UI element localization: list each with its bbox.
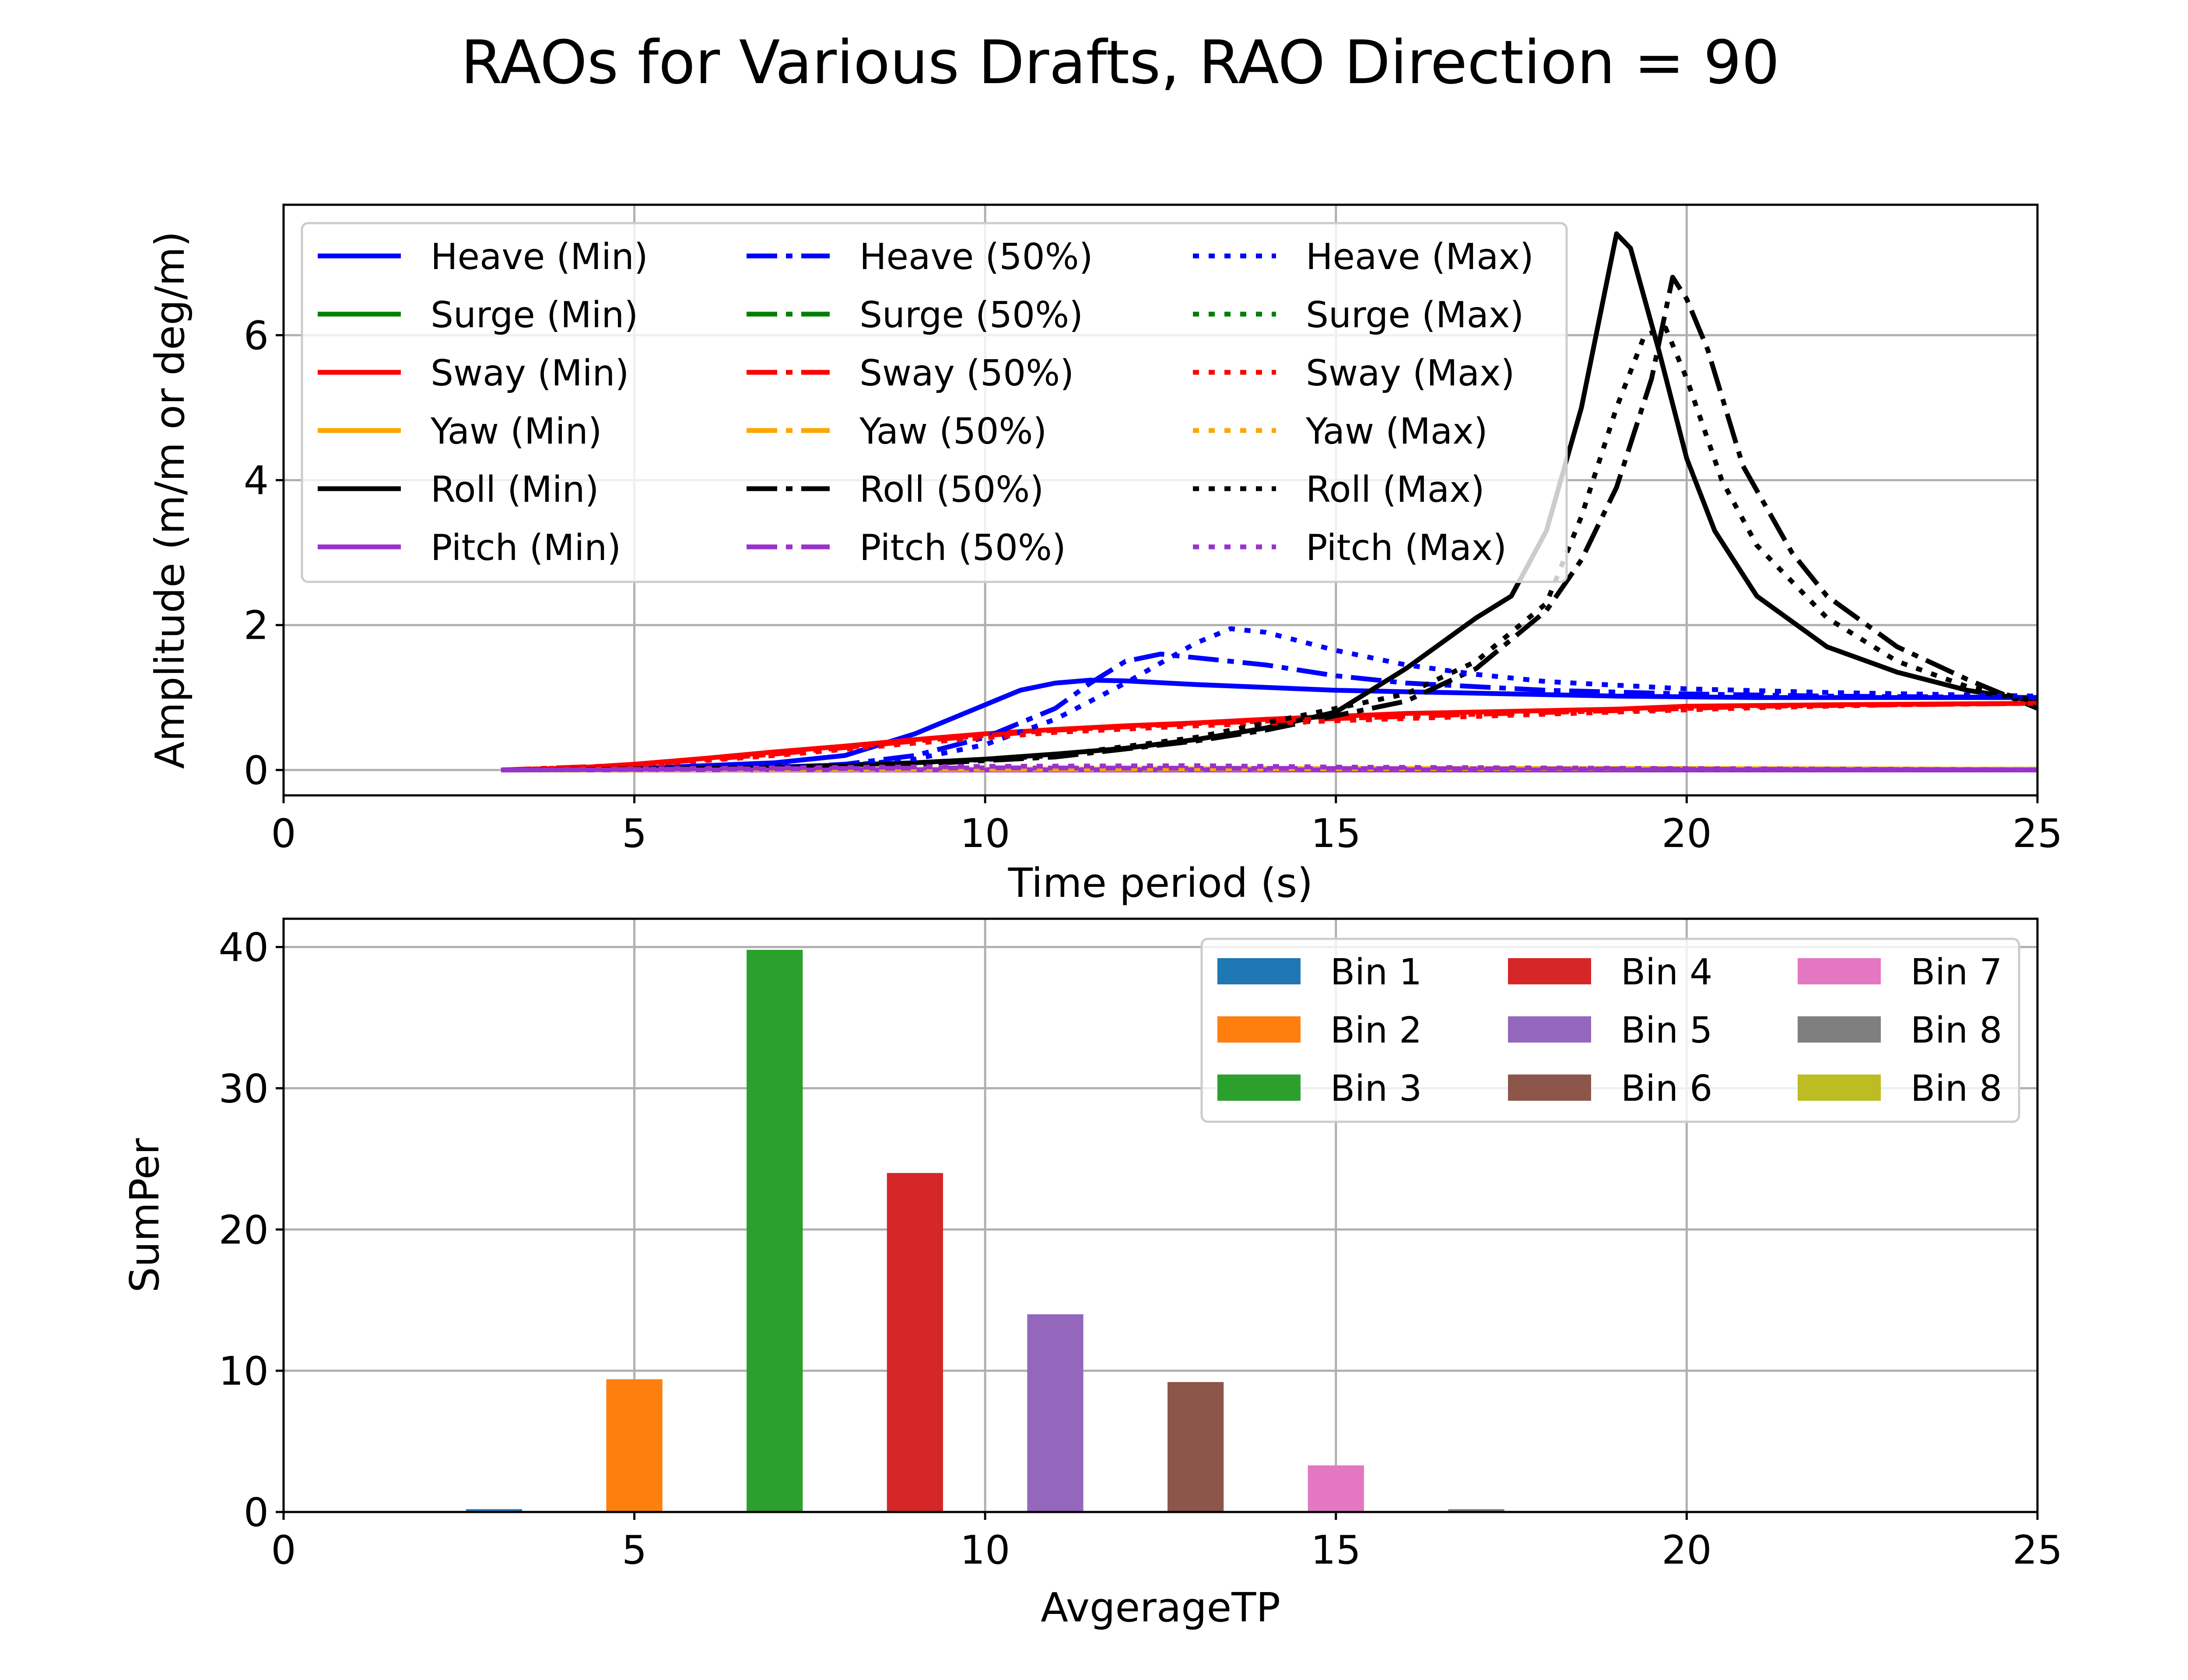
legend-label: Surge (50%) (859, 294, 1083, 336)
legend-label: Bin 1 (1330, 952, 1422, 993)
legend-swatch (1798, 958, 1881, 984)
bars (466, 950, 1504, 1512)
rao-line-chart: 0 5 10 15 20 25 0 2 4 6 Time period (s) Amplitude (… (147, 203, 2063, 906)
legend-label: Bin 4 (1621, 952, 1712, 993)
series-line (501, 231, 2037, 773)
legend-label: Sway (Min) (431, 353, 629, 394)
legend-label: Roll (50%) (859, 469, 1044, 511)
legend-label: Surge (Min) (431, 294, 638, 336)
y-tick-label: 0 (244, 748, 269, 794)
legend-label: Heave (Min) (431, 236, 648, 278)
legend-label: Sway (Max) (1306, 353, 1515, 394)
figure-title: RAOs for Various Drafts, RAO Direction =… (461, 28, 1780, 98)
y-tick-label: 40 (218, 925, 269, 971)
legend-swatch (1798, 1016, 1881, 1043)
x-tick-label: 10 (960, 811, 1010, 857)
series-lines (501, 231, 2037, 773)
x-tick-label: 15 (1311, 811, 1361, 857)
legend: Bin 1 Bin 2 Bin 3 Bin 4 Bin 5 Bin 6 Bin 7 Bin 8… (1200, 938, 2020, 1123)
series-line (501, 275, 2037, 773)
bar (1308, 1465, 1364, 1512)
legend: Heave (Min) Surge (Min) Sway (Min) Yaw (Min… (301, 222, 1568, 583)
x-tick-label: 20 (1662, 1527, 1712, 1573)
bar (1448, 1509, 1504, 1512)
x-tick-label: 5 (622, 1527, 647, 1573)
bar (747, 950, 803, 1512)
y-tick-label: 20 (218, 1207, 269, 1253)
legend-swatch (1508, 1016, 1591, 1043)
y-tick-label: 10 (218, 1348, 269, 1394)
legend-label: Heave (Max) (1306, 236, 1534, 278)
legend-label: Bin 2 (1330, 1010, 1422, 1051)
legend-swatch (1508, 1074, 1591, 1101)
x-tick-label: 15 (1311, 1527, 1361, 1573)
bar (466, 1509, 522, 1512)
legend-label: Roll (Max) (1306, 469, 1485, 511)
bar (606, 1379, 663, 1512)
bar (1027, 1314, 1083, 1512)
x-axis-label: AvgerageTP (1041, 1584, 1280, 1631)
x-axis-label: Time period (s) (1008, 860, 1313, 906)
series-line (501, 326, 2037, 773)
legend-swatch (1217, 1016, 1301, 1043)
x-tick-label: 25 (2013, 1527, 2063, 1573)
legend-label: Bin 7 (1911, 952, 2002, 993)
y-tick-label: 2 (244, 603, 269, 649)
legend-box (301, 222, 1568, 583)
legend-label: Pitch (Max) (1306, 527, 1507, 569)
legend-swatch (1217, 958, 1301, 984)
legend-label: Heave (50%) (859, 236, 1093, 278)
x-tick-label: 5 (622, 811, 647, 857)
series-line (501, 626, 2037, 773)
legend-box (1200, 938, 2020, 1123)
plot-frame (282, 917, 2039, 1513)
legend-label: Bin 3 (1330, 1068, 1422, 1110)
series-line (501, 701, 2037, 773)
bar (887, 1173, 943, 1512)
legend-label: Yaw (Max) (1305, 411, 1488, 452)
legend-swatch (1217, 1074, 1301, 1101)
y-tick-label: 30 (218, 1066, 269, 1112)
y-axis-label: Amplitude (m/m or deg/m) (147, 231, 193, 769)
y-tick-label: 4 (244, 458, 269, 504)
y-axis-label: SumPer (121, 1138, 168, 1292)
series-line (501, 678, 2037, 773)
legend-label: Pitch (Min) (431, 527, 621, 569)
y-tick-label: 0 (244, 1490, 269, 1536)
legend-label: Bin 8 (1911, 1068, 2002, 1110)
x-tick-label: 0 (271, 811, 296, 857)
legend-label: Yaw (Min) (430, 411, 602, 452)
x-tick-label: 25 (2013, 811, 2063, 857)
y-tick-label: 6 (244, 313, 269, 359)
legend-label: Roll (Min) (431, 469, 599, 511)
x-tick-label: 0 (271, 1527, 296, 1573)
legend-label: Pitch (50%) (859, 527, 1066, 569)
x-tick-label: 20 (1662, 811, 1712, 857)
legend-label: Bin 8 (1911, 1010, 2002, 1051)
legend-label: Yaw (50%) (859, 411, 1047, 452)
series-line (501, 651, 2037, 773)
sumper-bar-chart: 0 5 10 15 20 25 0 10 20 30 40 AvgerageTP SumPer Bin 1… (121, 917, 2063, 1631)
legend-label: Bin 6 (1621, 1068, 1712, 1110)
legend-label: Bin 5 (1621, 1010, 1712, 1051)
x-tick-label: 10 (960, 1527, 1010, 1573)
legend-label: Sway (50%) (859, 353, 1074, 394)
legend-swatch (1508, 958, 1591, 984)
bar (1168, 1382, 1224, 1512)
legend-swatch (1798, 1074, 1881, 1101)
legend-label: Surge (Max) (1306, 294, 1524, 336)
plot-frame (282, 203, 2039, 797)
series-line (501, 765, 2037, 773)
